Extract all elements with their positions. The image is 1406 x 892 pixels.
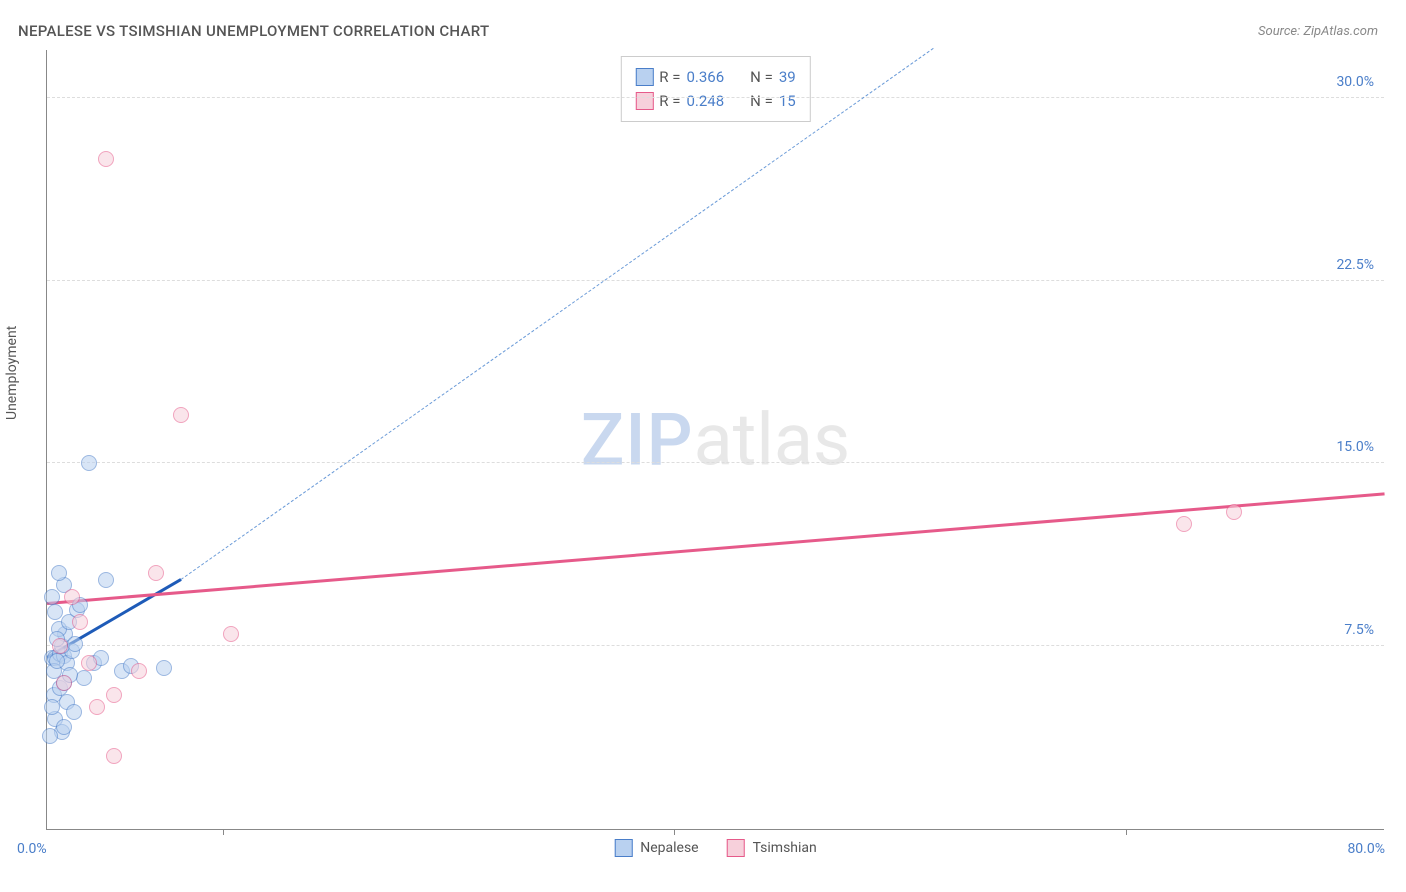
data-point <box>98 151 114 167</box>
data-point <box>66 704 82 720</box>
data-point <box>173 407 189 423</box>
data-point <box>76 670 92 686</box>
data-point <box>47 604 63 620</box>
legend-row: R = 0.248 N = 15 <box>635 89 795 113</box>
series-name: Tsimshian <box>753 840 817 856</box>
y-tick-label: 30.0% <box>1336 74 1374 90</box>
chart-container: NEPALESE VS TSIMSHIAN UNEMPLOYMENT CORRE… <box>0 0 1406 892</box>
legend-r-value: 0.248 <box>686 89 724 113</box>
y-axis-label: Unemployment <box>4 326 20 420</box>
series-legend-item: Nepalese <box>614 839 698 857</box>
data-point <box>56 675 72 691</box>
legend-swatch <box>614 839 632 857</box>
data-point <box>52 638 68 654</box>
y-tick-label: 15.0% <box>1336 439 1374 455</box>
data-point <box>148 565 164 581</box>
legend-n-value: 39 <box>779 65 796 89</box>
watermark: ZIPatlas <box>581 397 850 482</box>
series-legend: Nepalese Tsimshian <box>614 839 817 857</box>
series-legend-item: Tsimshian <box>727 839 817 857</box>
data-point <box>81 455 97 471</box>
regression-line <box>47 493 1385 605</box>
legend-n-value: 15 <box>779 89 796 113</box>
data-point <box>64 589 80 605</box>
legend-row: R = 0.366 N = 39 <box>635 65 795 89</box>
data-point <box>131 663 147 679</box>
chart-title: NEPALESE VS TSIMSHIAN UNEMPLOYMENT CORRE… <box>18 22 489 40</box>
watermark-part2: atlas <box>694 397 851 482</box>
legend-r-label: R = <box>659 65 680 89</box>
plot-area: ZIPatlas R = 0.366N = 39R = 0.248N = 15 … <box>46 50 1384 830</box>
data-point <box>51 565 67 581</box>
data-point <box>56 719 72 735</box>
legend-n-label: N = <box>750 89 773 113</box>
source-attribution: Source: ZipAtlas.com <box>1258 24 1378 39</box>
x-tick-label: 0.0% <box>17 841 47 857</box>
data-point <box>49 653 65 669</box>
source-label: Source: <box>1258 24 1300 39</box>
y-tick-label: 22.5% <box>1336 257 1374 273</box>
legend-r-value: 0.366 <box>686 65 724 89</box>
gridline <box>47 280 1384 281</box>
y-tick-label: 7.5% <box>1344 622 1374 638</box>
x-tick-label: 80.0% <box>1347 841 1385 857</box>
data-point <box>44 699 60 715</box>
x-tick <box>1126 829 1127 835</box>
data-point <box>81 655 97 671</box>
legend-r-label: R = <box>659 89 680 113</box>
regression-line-extrapolated <box>181 48 934 580</box>
data-point <box>106 687 122 703</box>
data-point <box>106 748 122 764</box>
data-point <box>72 614 88 630</box>
data-point <box>156 660 172 676</box>
x-tick <box>223 829 224 835</box>
data-point <box>223 626 239 642</box>
data-point <box>1226 504 1242 520</box>
legend-n-label: N = <box>750 65 773 89</box>
data-point <box>67 636 83 652</box>
legend-swatch <box>635 92 653 110</box>
gridline <box>47 645 1384 646</box>
source-value: ZipAtlas.com <box>1303 24 1378 39</box>
series-name: Nepalese <box>640 840 698 856</box>
data-point <box>89 699 105 715</box>
data-point <box>44 589 60 605</box>
gridline <box>47 97 1384 98</box>
data-point <box>1176 516 1192 532</box>
gridline <box>47 462 1384 463</box>
legend-swatch <box>635 68 653 86</box>
legend-swatch <box>727 839 745 857</box>
x-tick <box>674 829 675 835</box>
data-point <box>98 572 114 588</box>
stats-legend: R = 0.366 N = 39 R = 0.248 N = 15 <box>620 56 810 122</box>
watermark-part1: ZIP <box>581 397 694 482</box>
